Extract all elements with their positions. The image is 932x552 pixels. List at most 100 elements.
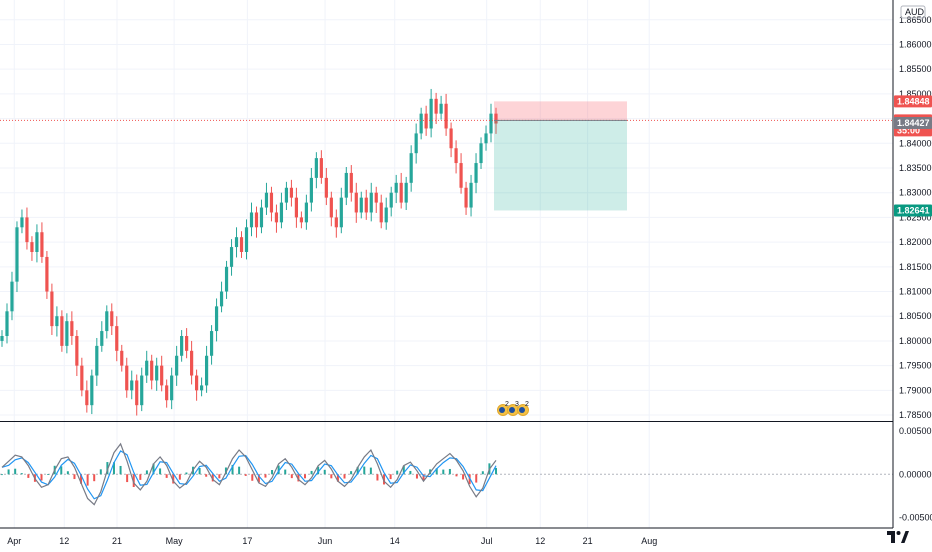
candle-body[interactable] — [294, 197, 299, 218]
candle-body[interactable] — [324, 177, 328, 198]
stop-loss-zone[interactable] — [494, 101, 627, 121]
candle-body[interactable] — [369, 192, 373, 213]
candle-body[interactable] — [80, 365, 84, 391]
candle-body[interactable] — [15, 227, 19, 282]
candle-body[interactable] — [409, 153, 413, 183]
candle-body[interactable] — [379, 202, 383, 223]
candle-body[interactable] — [110, 311, 114, 327]
candle-body[interactable] — [35, 232, 39, 252]
candle-body[interactable] — [160, 365, 164, 386]
candle-body[interactable] — [399, 182, 403, 203]
candle-body[interactable] — [185, 336, 189, 351]
candle-body[interactable] — [279, 202, 284, 223]
candle-body[interactable] — [150, 360, 154, 381]
candle-body[interactable] — [30, 242, 34, 252]
candle-body[interactable] — [100, 331, 104, 346]
candle-body[interactable] — [374, 192, 378, 203]
candle-body[interactable] — [384, 207, 388, 223]
candle-body[interactable] — [0, 336, 4, 341]
candle-body[interactable] — [249, 212, 254, 228]
candle-body[interactable] — [359, 197, 363, 213]
candle-body[interactable] — [199, 385, 204, 391]
candle-body[interactable] — [224, 266, 229, 292]
candle-body[interactable] — [95, 345, 99, 376]
candle-body[interactable] — [45, 256, 49, 292]
candle-body[interactable] — [10, 281, 14, 312]
candle-body[interactable] — [444, 103, 448, 129]
candle-body[interactable] — [190, 350, 194, 376]
candle-body[interactable] — [25, 217, 29, 243]
candle-body[interactable] — [70, 321, 74, 336]
short-position-tool[interactable] — [494, 101, 627, 211]
candle-body[interactable] — [309, 177, 313, 203]
candle-body[interactable] — [105, 311, 109, 332]
candle-body[interactable] — [5, 311, 9, 336]
candle-body[interactable] — [344, 172, 348, 198]
candle-body[interactable] — [454, 148, 458, 164]
candle-body[interactable] — [65, 321, 69, 346]
candle-body[interactable] — [85, 390, 89, 406]
candle-body[interactable] — [180, 336, 184, 356]
candle-body[interactable] — [469, 182, 473, 208]
candle-body[interactable] — [299, 217, 303, 223]
candle-body[interactable] — [284, 187, 289, 203]
candle-body[interactable] — [170, 375, 174, 401]
candle-body[interactable] — [334, 217, 338, 228]
candle-body[interactable] — [219, 291, 224, 307]
candle-body[interactable] — [20, 217, 24, 228]
candle-body[interactable] — [264, 192, 269, 208]
main-pane[interactable] — [0, 88, 893, 416]
candle-body[interactable] — [115, 326, 119, 351]
oscillator-pane[interactable] — [0, 442, 893, 506]
candle-body[interactable] — [314, 158, 318, 178]
candle-body[interactable] — [269, 192, 274, 213]
candle-body[interactable] — [239, 237, 244, 252]
candle-body[interactable] — [484, 133, 488, 144]
candle-body[interactable] — [90, 375, 94, 406]
candle-body[interactable] — [474, 163, 478, 183]
candle-body[interactable] — [459, 163, 463, 188]
candle-body[interactable] — [244, 227, 249, 252]
candle-body[interactable] — [289, 187, 294, 198]
candle-body[interactable] — [319, 158, 323, 178]
candle-body[interactable] — [165, 385, 169, 401]
candle-body[interactable] — [414, 133, 418, 154]
candle-body[interactable] — [155, 365, 159, 381]
candle-body[interactable] — [394, 182, 398, 193]
candle-body[interactable] — [389, 192, 393, 208]
candle-body[interactable] — [60, 316, 64, 346]
candle-body[interactable] — [209, 331, 214, 356]
candle-body[interactable] — [439, 103, 443, 114]
candle-body[interactable] — [229, 247, 234, 267]
candle-body[interactable] — [175, 355, 179, 376]
candle-body[interactable] — [145, 360, 149, 376]
candle-body[interactable] — [304, 202, 308, 223]
candle-body[interactable] — [274, 212, 279, 223]
candle-body[interactable] — [40, 232, 44, 257]
candle-body[interactable] — [130, 380, 134, 391]
candle-body[interactable] — [55, 316, 59, 327]
candle-body[interactable] — [494, 113, 498, 124]
candle-body[interactable] — [479, 143, 483, 164]
candle-body[interactable] — [449, 128, 453, 149]
candle-body[interactable] — [214, 306, 219, 332]
candle-body[interactable] — [195, 375, 199, 391]
candle-body[interactable] — [50, 291, 54, 327]
candle-body[interactable] — [404, 182, 408, 203]
candle-body[interactable] — [329, 197, 333, 218]
candle-body[interactable] — [125, 365, 129, 391]
candle-body[interactable] — [434, 98, 438, 114]
candle-body[interactable] — [424, 113, 428, 129]
candle-body[interactable] — [419, 113, 423, 134]
candle-body[interactable] — [140, 375, 144, 406]
candle-body[interactable] — [349, 172, 353, 193]
candle-body[interactable] — [364, 197, 368, 213]
candle-body[interactable] — [489, 113, 493, 134]
candle-body[interactable] — [234, 237, 239, 248]
candle-body[interactable] — [259, 207, 264, 228]
candle-body[interactable] — [135, 380, 139, 406]
candle-body[interactable] — [339, 197, 343, 228]
take-profit-zone[interactable] — [494, 120, 627, 211]
